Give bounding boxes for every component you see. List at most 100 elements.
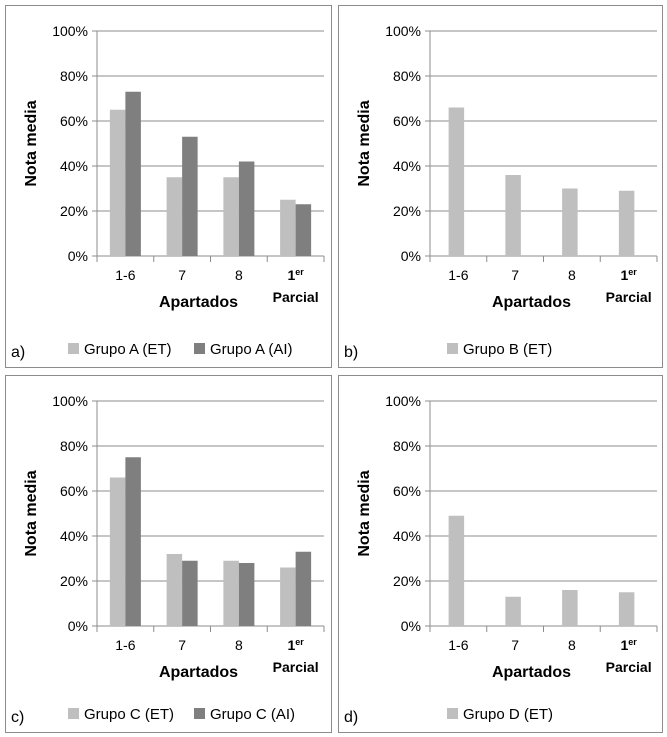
bar	[562, 590, 578, 626]
x-tick-label: 7	[511, 267, 519, 283]
bar	[505, 596, 521, 626]
chart-panel-b: 0% 20% 40% 60% 80% 100% 1-6 7 8 1er Parcial Apartad…	[338, 5, 663, 368]
legend-swatch	[68, 708, 79, 719]
bar	[280, 567, 296, 626]
x-tick-label: 7	[178, 637, 186, 653]
legend-label: Grupo C (ET)	[84, 706, 174, 723]
x-tick-label: 1er	[620, 637, 637, 653]
x-axis-title: Apartados	[492, 294, 571, 311]
bar	[280, 199, 296, 256]
bar	[295, 204, 312, 256]
panel-label: b)	[344, 344, 358, 361]
bar	[182, 136, 198, 256]
y-tick-label: 20%	[60, 573, 88, 589]
y-axis-title: Nota media	[356, 470, 373, 556]
panel-label: d)	[344, 709, 358, 726]
y-tick-label: 20%	[60, 203, 88, 219]
x-axis-title: Apartados	[159, 294, 238, 311]
legend-label: Grupo D (ET)	[463, 706, 553, 723]
x-tick-label: 8	[568, 267, 576, 283]
x-tick-label: Parcial	[273, 659, 319, 675]
legend-swatch	[447, 343, 458, 354]
bar	[618, 190, 635, 256]
x-tick-label: Parcial	[273, 289, 319, 305]
x-tick-label: 1-6	[115, 637, 135, 653]
x-tick-label: Parcial	[606, 289, 652, 305]
legend-label: Grupo C (AI)	[210, 706, 295, 723]
y-tick-label: 80%	[393, 68, 421, 84]
y-tick-label: 0%	[401, 618, 421, 634]
x-tick-label: 1er	[620, 267, 637, 283]
bar	[166, 554, 183, 626]
bar	[182, 560, 198, 626]
chart-panel-c: 0% 20% 40% 60% 80% 100% 1-6 7 8 1er Parcial Apartad…	[5, 375, 332, 733]
legend-swatch	[447, 708, 458, 719]
x-tick-label: 1-6	[448, 637, 468, 653]
y-axis-title: Nota media	[23, 470, 40, 556]
x-tick-label: 7	[178, 267, 186, 283]
bar	[618, 592, 635, 626]
x-tick-label: 1er	[287, 637, 304, 653]
x-tick-label: 1-6	[115, 267, 135, 283]
y-tick-label: 80%	[393, 438, 421, 454]
chart-panel-d: 0% 20% 40% 60% 80% 100% 1-6 7 8 1er Parcial Apartad…	[338, 375, 663, 733]
y-tick-label: 40%	[393, 158, 421, 174]
legend-label: Grupo A (AI)	[210, 341, 293, 358]
y-axis-title: Nota media	[23, 100, 40, 186]
x-axis-title: Apartados	[492, 664, 571, 681]
panel-label: c)	[11, 709, 24, 726]
y-tick-label: 80%	[60, 438, 88, 454]
x-tick-label: 8	[568, 637, 576, 653]
bar	[448, 515, 465, 626]
x-tick-label: Parcial	[606, 659, 652, 675]
legend-label: Grupo A (ET)	[84, 341, 172, 358]
chart-svg: 0% 20% 40% 60% 80% 100% 1-6 7 8 1er Parcial Apartad…	[344, 393, 658, 726]
x-tick-label: 8	[235, 267, 243, 283]
x-tick-label: 7	[511, 637, 519, 653]
y-tick-label: 0%	[401, 248, 421, 264]
bar	[505, 175, 521, 256]
legend-swatch	[194, 708, 205, 719]
bar	[295, 551, 312, 626]
y-tick-label: 40%	[60, 158, 88, 174]
y-tick-label: 60%	[393, 113, 421, 129]
bar	[166, 177, 183, 256]
y-tick-label: 40%	[393, 528, 421, 544]
y-tick-label: 100%	[385, 393, 421, 409]
y-tick-label: 0%	[68, 618, 88, 634]
bar	[109, 477, 126, 626]
y-tick-label: 60%	[60, 113, 88, 129]
legend-label: Grupo B (ET)	[463, 341, 552, 358]
bar	[448, 107, 465, 256]
x-axis-title: Apartados	[159, 664, 238, 681]
bar	[238, 563, 255, 626]
chart-svg: 0% 20% 40% 60% 80% 100% 1-6 7 8 1er Parcial Apartad…	[344, 23, 658, 361]
chart-panel-a: 0% 20% 40% 60% 80% 100% 1-6 7 8 1er Parcial Apartad…	[5, 5, 332, 368]
bar	[125, 91, 141, 256]
y-tick-label: 20%	[393, 573, 421, 589]
legend-swatch	[194, 343, 205, 354]
y-tick-label: 40%	[60, 528, 88, 544]
bar	[223, 177, 239, 256]
x-tick-label: 1-6	[448, 267, 468, 283]
bar	[109, 109, 126, 256]
y-tick-label: 20%	[393, 203, 421, 219]
bar	[238, 161, 255, 256]
y-tick-label: 80%	[60, 68, 88, 84]
y-tick-label: 100%	[52, 393, 88, 409]
bar	[223, 560, 239, 626]
y-tick-label: 60%	[393, 483, 421, 499]
x-tick-label: 1er	[287, 267, 304, 283]
y-tick-label: 0%	[68, 248, 88, 264]
panel-label: a)	[11, 344, 25, 361]
bar	[125, 457, 141, 626]
legend-swatch	[68, 343, 79, 354]
chart-svg: 0% 20% 40% 60% 80% 100% 1-6 7 8 1er Parcial Apartad…	[11, 23, 325, 361]
chart-svg: 0% 20% 40% 60% 80% 100% 1-6 7 8 1er Parcial Apartad…	[11, 393, 325, 726]
bar	[562, 188, 578, 256]
x-tick-label: 8	[235, 637, 243, 653]
y-tick-label: 100%	[52, 23, 88, 39]
y-tick-label: 60%	[60, 483, 88, 499]
y-tick-label: 100%	[385, 23, 421, 39]
y-axis-title: Nota media	[356, 100, 373, 186]
